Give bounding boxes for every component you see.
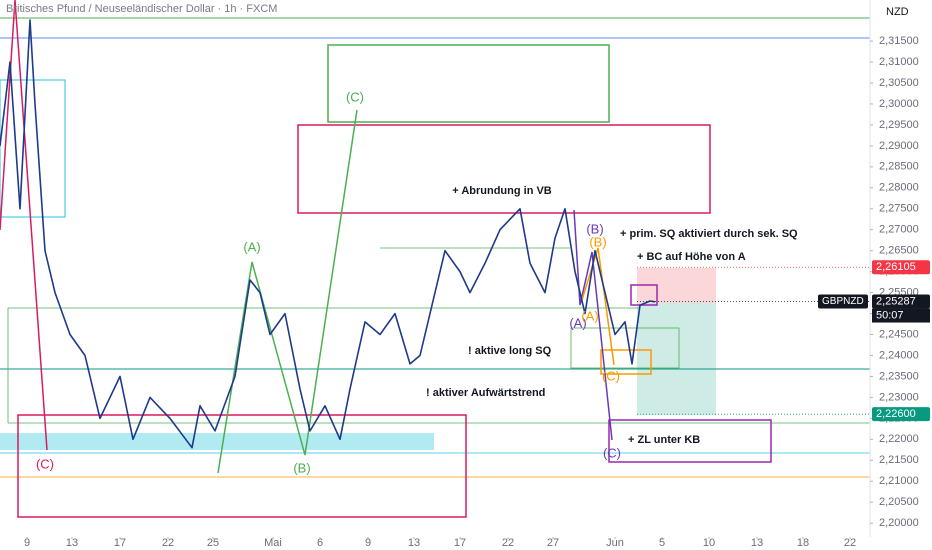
wave-label: (B) <box>586 221 603 236</box>
y-tick-label: 2,20000 <box>879 517 919 529</box>
time-axis <box>0 537 870 550</box>
y-tick-label: 2,21500 <box>879 454 919 466</box>
annotation: + Abrundung in VB <box>452 185 552 197</box>
y-tick-label: 2,28000 <box>879 182 919 194</box>
y-tick-label: 2,29500 <box>879 119 919 131</box>
x-tick-label: 13 <box>66 537 78 549</box>
box <box>570 327 680 369</box>
y-tick-label: 2,24500 <box>879 328 919 340</box>
x-tick-label: 9 <box>24 537 30 549</box>
wave-label: (C) <box>346 89 364 104</box>
annotation: + ZL unter KB <box>628 434 700 446</box>
x-tick-label: 17 <box>454 537 466 549</box>
box <box>17 414 467 518</box>
x-tick-label: Jun <box>606 537 624 549</box>
y-tick-label: 2,22000 <box>879 433 919 445</box>
y-tick-label: 2,30500 <box>879 77 919 89</box>
price-tag <box>872 407 930 422</box>
box <box>327 44 610 123</box>
annotation: + BC auf Höhe von A <box>637 251 746 263</box>
annotations: (C) + Abrundung in VB (B) (B) + prim. SQ… <box>36 89 798 475</box>
wave-line <box>217 109 358 474</box>
wave-label: (C) <box>603 445 621 460</box>
x-tick-label: 17 <box>114 537 126 549</box>
wave-label: (C) <box>602 368 620 383</box>
wave-label: (A) <box>569 315 586 330</box>
y-tick-label: 2,23000 <box>879 391 919 403</box>
countdown-tag <box>872 308 930 323</box>
price-tag-label: 2,26105 <box>876 261 916 273</box>
box <box>7 307 640 423</box>
zone <box>0 433 434 450</box>
x-tick-label: 13 <box>408 537 420 549</box>
y-tick-label: 2,31500 <box>879 35 919 47</box>
y-tick-label: 2,27000 <box>879 224 919 236</box>
annotation: ! aktiver Aufwärtstrend <box>426 387 545 399</box>
y-tick-label: 2,23500 <box>879 370 919 382</box>
y-tick-label: 2,20500 <box>879 496 919 508</box>
y-tick-label: 2,27500 <box>879 203 919 215</box>
currency-label: NZD <box>886 6 909 18</box>
annotation: + prim. SQ aktiviert durch sek. SQ <box>620 228 798 240</box>
wave-label: (A) <box>243 239 260 254</box>
x-tick-label: 22 <box>162 537 174 549</box>
x-tick-label: Mai <box>264 537 282 549</box>
x-tick-label: 13 <box>751 537 763 549</box>
price-tag <box>872 294 930 309</box>
wave-line <box>573 209 613 441</box>
box <box>630 284 658 306</box>
drawings <box>0 0 870 518</box>
box <box>600 349 652 375</box>
symbol-label: GBPNZD <box>822 296 864 307</box>
box <box>0 79 66 218</box>
wave-label: (A) <box>581 308 598 323</box>
box <box>608 419 772 463</box>
y-tick-label: 2,31000 <box>879 56 919 68</box>
wave-line <box>0 0 48 451</box>
x-tick-label: 27 <box>547 537 559 549</box>
price-tag <box>872 260 930 275</box>
y-tick-label: 2,30000 <box>879 98 919 110</box>
y-tick-label: 2,28500 <box>879 161 919 173</box>
box <box>297 124 711 214</box>
x-tick-label: 25 <box>207 537 219 549</box>
target-zone <box>637 303 716 415</box>
wave-label: (B) <box>589 234 606 249</box>
wave-label: (B) <box>293 460 310 475</box>
x-tick-label: 5 <box>659 537 665 549</box>
y-tick-label: 2,26500 <box>879 245 919 257</box>
x-tick-label: 18 <box>797 537 809 549</box>
x-tick-label: 10 <box>703 537 715 549</box>
price-layer <box>0 19 656 449</box>
countdown-label: 50:07 <box>876 309 904 321</box>
y-tick-label: 2,24000 <box>879 349 919 361</box>
price-tag-label: 2,22600 <box>876 408 916 420</box>
price-tag-label: 2,25287 <box>876 295 916 307</box>
y-tick-label: 2,29000 <box>879 140 919 152</box>
price-line <box>0 19 656 449</box>
price-axis <box>870 0 932 550</box>
symbol-tag <box>818 294 868 309</box>
x-tick-label: 6 <box>317 537 323 549</box>
wave-line <box>581 247 615 366</box>
x-tick-label: 22 <box>502 537 514 549</box>
y-tick-label: 2,21000 <box>879 475 919 487</box>
chart-title: Britisches Pfund / Neuseeländischer Doll… <box>6 3 277 15</box>
wave-label: (C) <box>36 456 54 471</box>
x-tick-label: 9 <box>365 537 371 549</box>
annotation: ! aktive long SQ <box>468 345 552 357</box>
x-tick-label: 22 <box>844 537 856 549</box>
